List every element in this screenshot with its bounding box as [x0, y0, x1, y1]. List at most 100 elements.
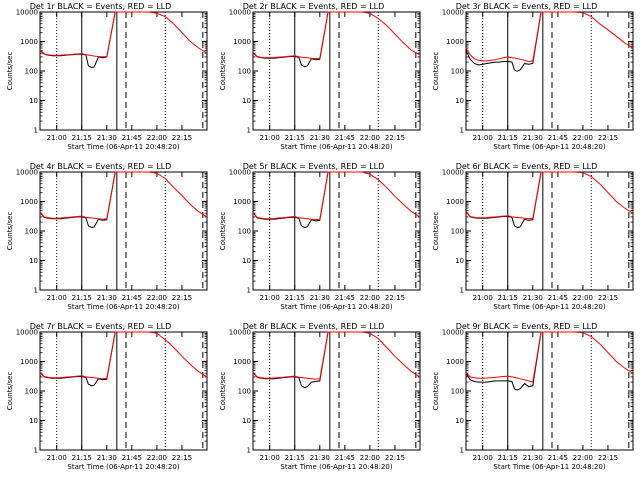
- x-tick-label: 21:00: [260, 454, 280, 462]
- y-tick-label: 1000: [233, 358, 251, 366]
- y-tick-label: 1000: [233, 198, 251, 206]
- plot-frame: [39, 171, 208, 291]
- y-tick-label: 1: [34, 447, 38, 455]
- chart-title: Det 1r BLACK = Events, RED = LLD: [30, 2, 172, 11]
- y-axis-label: Counts/sec: [432, 52, 440, 91]
- y-tick-label: 1000: [233, 38, 251, 46]
- y-tick-label: 1000: [20, 358, 38, 366]
- x-tick-label: 21:00: [260, 294, 280, 302]
- y-tick-label: 100: [238, 68, 251, 76]
- y-tick-label: 10000: [442, 329, 464, 337]
- x-tick-label: 21:00: [47, 134, 67, 142]
- y-tick-label: 1: [460, 287, 464, 295]
- chart-title: Det 7r BLACK = Events, RED = LLD: [30, 322, 172, 331]
- x-tick-label: 22:00: [147, 294, 167, 302]
- x-axis-label: Start Time (06-Apr-11 20:48:20): [67, 463, 179, 471]
- series-line-events: [39, 171, 207, 229]
- y-axis-label: Counts/sec: [6, 52, 14, 91]
- x-tick-label: 21:45: [548, 294, 568, 302]
- x-tick-label: 21:15: [285, 454, 305, 462]
- x-tick-label: 21:15: [498, 134, 518, 142]
- y-tick-label: 1: [34, 287, 38, 295]
- chart-panel-1: Det 1r BLACK = Events, RED = LLD 1 10 100 10…: [6, 2, 208, 151]
- chart-title: Det 3r BLACK = Events, RED = LLD: [456, 2, 598, 11]
- y-tick-label: 10: [455, 257, 464, 265]
- chart-title: Det 2r BLACK = Events, RED = LLD: [243, 2, 385, 11]
- y-tick-label: 10000: [16, 329, 38, 337]
- x-tick-label: 22:15: [385, 294, 405, 302]
- chart-panel-2: Det 2r BLACK = Events, RED = LLD 1 10 100 10…: [219, 2, 421, 151]
- plot-frame: [39, 11, 208, 131]
- y-axis-label: Counts/sec: [6, 372, 14, 411]
- y-tick-label: 10: [29, 417, 38, 425]
- y-tick-label: 1: [34, 127, 38, 135]
- series-line-lld: [252, 11, 421, 60]
- y-tick-label: 100: [25, 388, 38, 396]
- y-tick-label: 1: [247, 127, 251, 135]
- y-tick-label: 10000: [442, 9, 464, 17]
- y-tick-label: 1: [460, 447, 464, 455]
- y-tick-label: 10000: [229, 169, 251, 177]
- x-axis-label: Start Time (06-Apr-11 20:48:20): [67, 303, 179, 311]
- x-tick-label: 21:45: [122, 134, 142, 142]
- y-tick-label: 1: [460, 127, 464, 135]
- x-tick-label: 21:00: [473, 134, 493, 142]
- y-tick-label: 10000: [16, 9, 38, 17]
- series-line-lld: [39, 171, 208, 220]
- y-tick-label: 10: [242, 257, 251, 265]
- plot-frame: [465, 331, 634, 451]
- series-line-lld: [252, 331, 421, 380]
- x-axis-label: Start Time (06-Apr-11 20:48:20): [493, 463, 605, 471]
- x-tick-label: 22:15: [172, 294, 192, 302]
- x-tick-label: 22:15: [172, 134, 192, 142]
- series-line-events: [39, 11, 207, 69]
- x-tick-label: 21:45: [335, 134, 355, 142]
- x-tick-label: 22:00: [360, 294, 380, 302]
- x-tick-label: 22:00: [360, 454, 380, 462]
- x-tick-label: 22:00: [360, 134, 380, 142]
- x-tick-label: 21:30: [310, 134, 330, 142]
- y-tick-label: 100: [238, 228, 251, 236]
- x-axis-label: Start Time (06-Apr-11 20:48:20): [493, 303, 605, 311]
- x-tick-label: 21:30: [310, 454, 330, 462]
- y-tick-label: 10: [29, 97, 38, 105]
- y-tick-label: 10000: [16, 169, 38, 177]
- x-tick-label: 21:30: [97, 134, 117, 142]
- x-tick-label: 22:15: [598, 294, 618, 302]
- y-tick-label: 100: [451, 68, 464, 76]
- y-tick-label: 1000: [446, 358, 464, 366]
- series-line-lld: [252, 171, 421, 221]
- y-tick-label: 100: [238, 388, 251, 396]
- plot-frame: [39, 331, 208, 451]
- chart-title: Det 6r BLACK = Events, RED = LLD: [456, 162, 598, 171]
- series-line-events: [39, 331, 207, 387]
- x-tick-label: 21:45: [548, 134, 568, 142]
- x-axis-label: Start Time (06-Apr-11 20:48:20): [280, 463, 392, 471]
- x-tick-label: 21:00: [260, 134, 280, 142]
- x-tick-label: 21:45: [335, 294, 355, 302]
- x-tick-label: 21:00: [473, 294, 493, 302]
- y-tick-label: 10000: [229, 9, 251, 17]
- x-tick-label: 22:00: [147, 454, 167, 462]
- x-tick-label: 21:30: [523, 294, 543, 302]
- x-tick-label: 21:45: [122, 454, 142, 462]
- plot-frame: [252, 11, 421, 131]
- x-tick-label: 21:45: [122, 294, 142, 302]
- y-tick-label: 1: [247, 447, 251, 455]
- series-line-lld: [465, 11, 634, 63]
- series-line-lld: [465, 331, 634, 383]
- chart-title: Det 9r BLACK = Events, RED = LLD: [456, 322, 598, 331]
- x-axis-label: Start Time (06-Apr-11 20:48:20): [493, 143, 605, 151]
- y-tick-label: 1: [247, 287, 251, 295]
- y-tick-label: 10: [455, 417, 464, 425]
- plot-frame: [465, 171, 634, 291]
- x-tick-label: 22:00: [147, 134, 167, 142]
- x-tick-label: 21:15: [498, 454, 518, 462]
- chart-title: Det 4r BLACK = Events, RED = LLD: [30, 162, 172, 171]
- y-tick-label: 10: [242, 417, 251, 425]
- x-axis-label: Start Time (06-Apr-11 20:48:20): [67, 143, 179, 151]
- x-tick-label: 21:00: [47, 454, 67, 462]
- chart-panel-3: Det 3r BLACK = Events, RED = LLD 1 10 100 10…: [432, 2, 634, 151]
- plot-frame: [252, 171, 421, 291]
- y-tick-label: 1000: [446, 38, 464, 46]
